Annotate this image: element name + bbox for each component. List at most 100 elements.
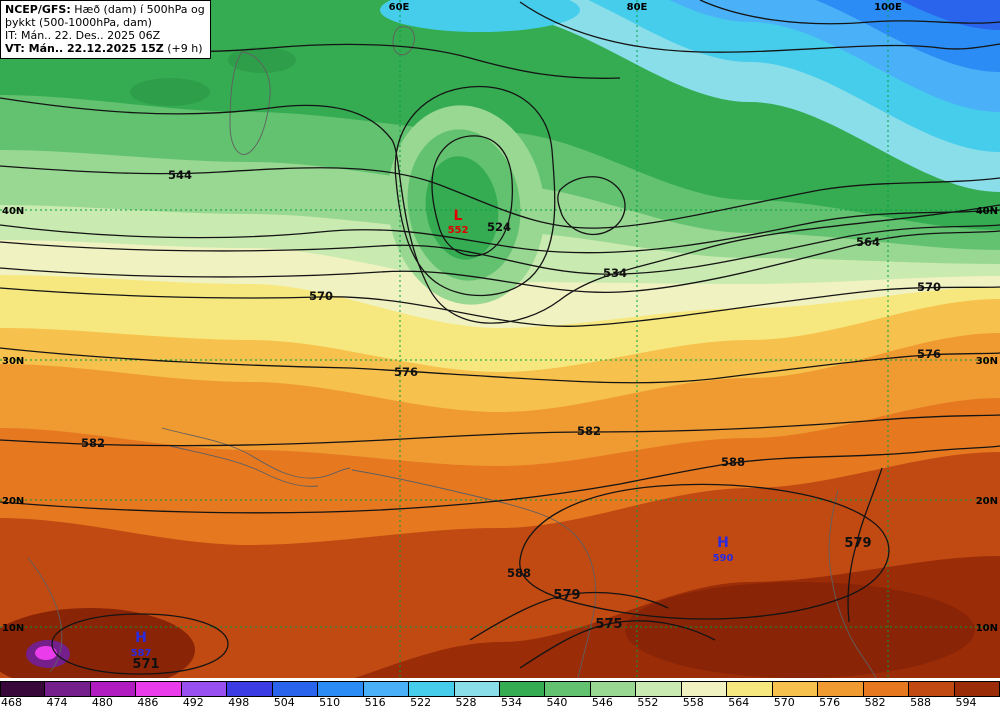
valid-time-offset: (+9 h) [163, 42, 203, 55]
contour-label: 579 [844, 536, 871, 551]
lat-label-left: 40N [2, 206, 24, 217]
weather-map-canvas: 544 524 534 564 570 570 576 576 582 582 … [0, 0, 1000, 678]
colorbar-swatch [909, 681, 955, 697]
colorbar-cell: 504 [272, 681, 319, 709]
product-description: Hæð (dam) í 500hPa og [70, 3, 205, 16]
lon-label: 80E [627, 2, 648, 13]
colorbar-cell: 570 [772, 681, 819, 709]
colorbar-value: 480 [91, 696, 113, 709]
colorbar-value: 498 [228, 696, 250, 709]
valid-time-bold: VT: Mán.. 22.12.2025 15Z [5, 42, 164, 55]
model-name: NCEP/GFS: [5, 3, 71, 16]
lat-label-right: 40N [976, 206, 998, 217]
colorbar-cell: 468 [0, 681, 46, 709]
colorbar-swatch [545, 681, 591, 697]
lat-label-left: 20N [2, 496, 24, 507]
axis-labels: 60E 80E 100E 40N 30N 20N 10N 40N 30N 20N… [2, 2, 998, 634]
colorbar-value: 510 [319, 696, 341, 709]
colorbar-swatch [227, 681, 273, 697]
colorbar-cell: 486 [136, 681, 182, 709]
coastlines [27, 26, 877, 678]
colorbar-value: 486 [137, 696, 159, 709]
contour-label: 588 [507, 566, 531, 580]
contour-label: 564 [856, 235, 880, 249]
contour-label: 570 [309, 289, 333, 303]
lat-label-left: 30N [2, 356, 24, 367]
colorbar-swatch [363, 681, 410, 697]
contour-label: 576 [917, 347, 941, 361]
colorbar-value: 534 [500, 696, 522, 709]
colorbar-value: 522 [410, 696, 432, 709]
colorbar-value: 528 [455, 696, 477, 709]
colorbar-value: 540 [546, 696, 568, 709]
colorbar-swatch [954, 681, 1000, 697]
colorbar-swatch [318, 681, 364, 697]
contour-label: 582 [577, 424, 601, 438]
title-line-1: NCEP/GFS: Hæð (dam) í 500hPa og [5, 3, 205, 16]
colorbar-cell: 546 [590, 681, 637, 709]
colorbar-swatch [272, 681, 319, 697]
colorbar-cell: 522 [409, 681, 455, 709]
low-center-symbol: L [454, 208, 463, 224]
pressure-centers: L 552 H 590 H 587 [131, 208, 734, 659]
colorbar-cell: 474 [45, 681, 91, 709]
colorbar-value: 594 [955, 696, 977, 709]
colorbar-swatch [454, 681, 500, 697]
colorbar: 468 474 480 486 492 498 504 510 516 522 528 534 540 5… [0, 678, 1000, 709]
colorbar-value: 474 [46, 696, 68, 709]
colorbar-value: 582 [864, 696, 886, 709]
height-contour-lines [0, 0, 1000, 675]
thickness-fill-bands [0, 0, 1000, 678]
colorbar-value: 564 [728, 696, 750, 709]
title-line-2: þykkt (500-1000hPa, dam) [5, 16, 152, 29]
contour-label: 570 [917, 280, 941, 294]
colorbar-swatch [681, 681, 728, 697]
colorbar-swatch [727, 681, 773, 697]
colorbar-value: 468 [1, 696, 22, 709]
colorbar-cell: 480 [90, 681, 137, 709]
colorbar-cell: 552 [636, 681, 682, 709]
colorbar-swatch [136, 681, 182, 697]
low-center-value: 552 [448, 225, 469, 236]
colorbar-cell: 540 [545, 681, 591, 709]
contour-label: 575 [595, 617, 622, 632]
colorbar-value: 516 [364, 696, 386, 709]
colorbar-value: 492 [182, 696, 204, 709]
lat-label-right: 10N [976, 623, 998, 634]
colorbar-cell: 588 [909, 681, 955, 709]
colorbar-value: 588 [910, 696, 932, 709]
colorbar-swatch [181, 681, 228, 697]
colorbar-swatch [590, 681, 637, 697]
colorbar-value: 570 [773, 696, 795, 709]
high-center-value: 587 [131, 648, 152, 659]
contour-label: 534 [603, 266, 627, 280]
contour-labels: 544 524 534 564 570 570 576 576 582 582 … [81, 168, 941, 672]
colorbar-cell: 492 [181, 681, 228, 709]
title-box: NCEP/GFS: Hæð (dam) í 500hPa og þykkt (5… [0, 0, 211, 59]
contour-label: 582 [81, 436, 105, 450]
lon-label: 60E [389, 2, 410, 13]
valid-time: VT: Mán.. 22.12.2025 15Z (+9 h) [5, 42, 205, 55]
contour-label: 544 [168, 168, 192, 182]
high-center-value: 590 [713, 553, 734, 564]
contour-label: 576 [394, 365, 418, 379]
lat-label-right: 20N [976, 496, 998, 507]
lon-label: 100E [874, 2, 902, 13]
colorbar-cell: 594 [954, 681, 1000, 709]
graticule-grid-lines [0, 0, 1000, 678]
colorbar-value: 546 [591, 696, 613, 709]
lat-label-right: 30N [976, 356, 998, 367]
colorbar-cell: 558 [681, 681, 728, 709]
lat-label-left: 10N [2, 623, 24, 634]
colorbar-swatch [45, 681, 91, 697]
colorbar-cell: 528 [454, 681, 500, 709]
colorbar-cell: 564 [727, 681, 773, 709]
colorbar-value: 576 [819, 696, 841, 709]
colorbar-cell: 510 [318, 681, 364, 709]
colorbar-swatch [409, 681, 455, 697]
colorbar-value: 558 [682, 696, 704, 709]
high-center-symbol: H [135, 630, 147, 646]
colorbar-swatch [0, 681, 46, 697]
high-center-symbol: H [717, 535, 729, 551]
